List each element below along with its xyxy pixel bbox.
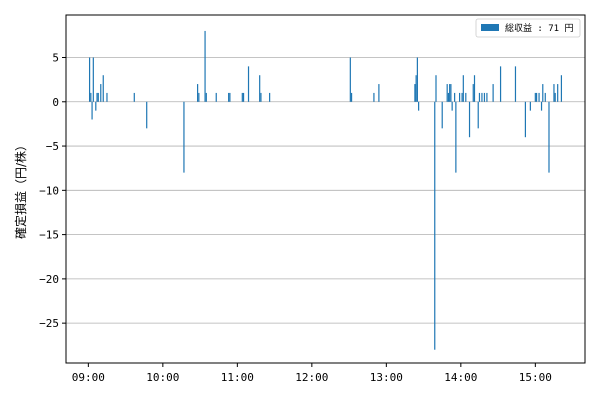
bar [133,92,135,102]
bar [96,92,98,102]
bar [548,101,550,173]
bar [478,92,481,102]
y-tick-label: −25 [39,317,59,330]
x-tick-label: 10:00 [146,371,179,384]
bar [483,92,486,102]
bar [557,84,559,102]
y-tick-label: 0 [52,96,59,109]
bar [228,92,230,102]
bar [481,92,483,102]
bar [529,101,531,111]
y-axis: 5 0 −5 −10 −15 −20 −25 [39,52,66,330]
bars [88,30,563,350]
bar [247,66,250,102]
bar [524,101,526,138]
bar [106,92,108,102]
bar [88,57,91,102]
bar [205,92,207,102]
legend-swatch [481,24,499,31]
bar [373,92,375,102]
bar [461,92,463,102]
bar [446,84,448,102]
bar [215,92,217,102]
bar [435,75,437,102]
bar [378,84,380,102]
bar [242,92,245,102]
y-axis-label: 確定損益（円/株） [13,139,28,239]
bar [499,66,502,102]
bar [514,66,517,102]
bar [95,101,97,111]
x-tick-label: 12:00 [295,371,328,384]
bar [229,92,231,102]
bar [451,101,453,111]
x-tick-label: 14:00 [444,371,477,384]
bar [538,92,540,102]
bar [535,92,538,102]
bar [492,84,494,102]
bar [465,92,467,102]
bar [462,75,464,102]
bar [486,92,488,102]
bar [454,92,456,102]
bar [450,84,452,102]
bar [477,101,479,129]
y-tick-label: −15 [39,229,59,242]
y-tick-label: −10 [39,184,59,197]
y-tick-label: 5 [52,52,59,65]
bar [441,101,443,129]
bar [455,101,457,173]
bar [204,30,206,102]
bar [97,92,99,102]
legend: 総収益 : 71 円 [475,18,581,38]
bar [415,75,417,102]
x-tick-label: 15:00 [519,371,552,384]
bar [91,101,93,120]
bar [449,84,451,102]
legend-label: 総収益 : 71 円 [505,22,574,34]
bar [183,101,185,173]
bar [90,92,92,102]
x-tick-label: 09:00 [72,371,105,384]
legend-box [475,18,581,38]
x-tick-label: 13:00 [370,371,403,384]
bar [473,75,476,102]
grid [66,57,585,324]
bar [560,75,563,102]
bar [544,92,546,102]
bar [534,92,536,102]
bar [540,101,543,111]
bar [542,84,544,102]
bar [146,101,148,129]
bar [92,57,94,102]
bar [554,92,556,102]
bar [434,101,436,350]
bar [350,92,353,102]
y-tick-label: −5 [46,140,59,153]
bar [259,75,261,102]
bar [472,84,474,102]
bar [198,92,200,102]
bar [349,57,351,102]
bar [197,84,199,102]
x-axis: 09:00 10:00 11:00 12:00 13:00 14:00 15:00 [72,363,552,384]
bar [418,101,420,111]
bar [416,57,418,102]
bar [269,92,271,102]
bar [102,75,104,102]
bar [468,101,471,138]
bar [241,92,243,102]
bar [414,84,416,102]
x-tick-label: 11:00 [221,371,254,384]
bar [260,92,262,102]
bar [553,84,555,102]
plot-frame [65,14,586,364]
bar [459,92,461,102]
bar [447,92,450,102]
bar [100,84,102,102]
y-tick-label: −20 [39,273,59,286]
